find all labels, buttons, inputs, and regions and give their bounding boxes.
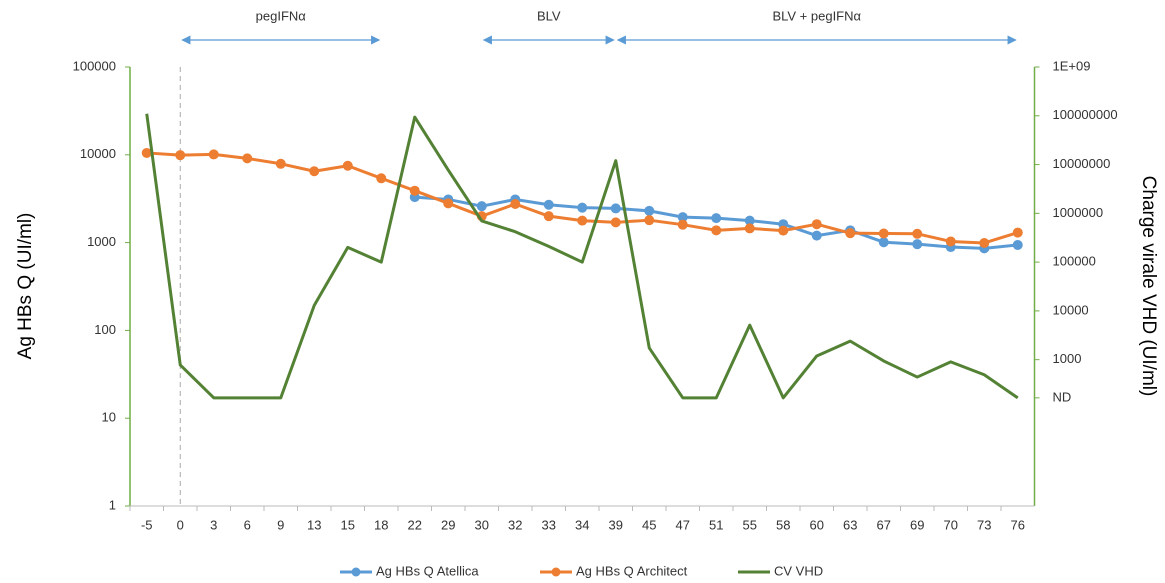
legend-label: CV VHD xyxy=(774,563,823,578)
x-tick-label: 58 xyxy=(776,517,790,532)
series-marker xyxy=(945,236,956,247)
y-axis-label: Ag HBs Q (UI/ml) xyxy=(15,213,36,360)
x-tick-label: 45 xyxy=(642,517,656,532)
x-tick-label: 76 xyxy=(1011,517,1025,532)
series-marker xyxy=(744,215,755,226)
series-marker xyxy=(912,228,923,239)
series-marker xyxy=(577,202,588,213)
x-tick-label: 60 xyxy=(810,517,824,532)
series-marker xyxy=(711,225,722,236)
y2-axis-label: Charge virale VHD (UI/ml) xyxy=(1138,176,1159,397)
series-marker xyxy=(711,213,722,224)
series-marker xyxy=(1012,239,1023,250)
series-marker xyxy=(677,219,688,230)
x-tick-label: 29 xyxy=(441,517,455,532)
series-marker xyxy=(476,201,487,212)
x-tick-label: 73 xyxy=(977,517,991,532)
series-marker xyxy=(644,215,655,226)
series-marker xyxy=(309,166,320,177)
x-tick-label: 70 xyxy=(944,517,958,532)
series-marker xyxy=(342,160,353,171)
y2-tick-label: 100000 xyxy=(1053,254,1096,269)
x-tick-label: 67 xyxy=(877,517,891,532)
x-tick-label: 13 xyxy=(307,517,321,532)
series-marker xyxy=(543,199,554,210)
x-tick-label: 32 xyxy=(508,517,522,532)
x-tick-label: 34 xyxy=(575,517,589,532)
series-marker xyxy=(811,219,822,230)
series-marker xyxy=(878,228,889,239)
series-marker xyxy=(175,150,186,161)
x-tick-label: 47 xyxy=(676,517,690,532)
series-marker xyxy=(912,239,923,250)
series-marker xyxy=(409,185,420,196)
series-marker xyxy=(510,199,521,210)
series-marker xyxy=(878,237,889,248)
y2-tick-label: 10000000 xyxy=(1053,156,1111,171)
x-tick-label: 3 xyxy=(210,517,217,532)
y2-tick-label: 1E+09 xyxy=(1053,58,1091,73)
x-tick-label: 39 xyxy=(609,517,623,532)
y2-tick-label: 1000000 xyxy=(1053,205,1104,220)
x-tick-label: -5 xyxy=(141,517,153,532)
series-marker xyxy=(1012,227,1023,238)
annotation-label: pegIFNα xyxy=(256,8,307,23)
series-marker xyxy=(443,198,454,209)
series-line xyxy=(145,113,1019,400)
y-tick-label: 100000 xyxy=(73,58,116,73)
x-tick-label: 51 xyxy=(709,517,723,532)
y-tick-label: 1000 xyxy=(87,234,116,249)
series-marker xyxy=(242,153,253,164)
series-marker xyxy=(811,230,822,241)
y-tick-label: 10000 xyxy=(80,146,116,161)
series-marker xyxy=(577,215,588,226)
x-tick-label: 30 xyxy=(475,517,489,532)
series-marker xyxy=(141,147,152,158)
legend-marker xyxy=(351,567,361,577)
annotation-label: BLV xyxy=(537,8,561,23)
series-marker xyxy=(644,205,655,216)
legend-marker xyxy=(551,567,561,577)
series-marker xyxy=(610,217,621,228)
x-tick-label: 22 xyxy=(408,517,422,532)
y-tick-label: 100 xyxy=(94,322,116,337)
x-tick-label: 55 xyxy=(743,517,757,532)
series-marker xyxy=(845,228,856,239)
x-tick-label: 33 xyxy=(542,517,556,532)
y-tick-label: 1 xyxy=(109,497,116,512)
y2-tick-label: 100000000 xyxy=(1053,107,1118,122)
series-marker xyxy=(208,149,219,160)
y2-tick-label: 10000 xyxy=(1053,302,1089,317)
x-tick-label: 0 xyxy=(177,517,184,532)
legend-label: Ag HBs Q Architect xyxy=(576,563,688,578)
x-tick-label: 6 xyxy=(244,517,251,532)
series-marker xyxy=(610,203,621,214)
series-marker xyxy=(376,173,387,184)
series-marker xyxy=(979,237,990,248)
series-marker xyxy=(677,212,688,223)
series-marker xyxy=(543,211,554,222)
series-marker xyxy=(275,158,286,169)
y-tick-label: 10 xyxy=(102,410,116,425)
x-tick-label: 18 xyxy=(374,517,388,532)
series-marker xyxy=(778,225,789,236)
series-marker xyxy=(744,223,755,234)
x-tick-label: 9 xyxy=(277,517,284,532)
x-tick-label: 15 xyxy=(341,517,355,532)
y2-tick-label: 1000 xyxy=(1053,351,1082,366)
annotation-label: BLV + pegIFNα xyxy=(772,8,861,23)
y2-tick-label: ND xyxy=(1053,389,1072,404)
legend-label: Ag HBs Q Atellica xyxy=(376,563,479,578)
x-tick-label: 63 xyxy=(843,517,857,532)
x-tick-label: 69 xyxy=(910,517,924,532)
